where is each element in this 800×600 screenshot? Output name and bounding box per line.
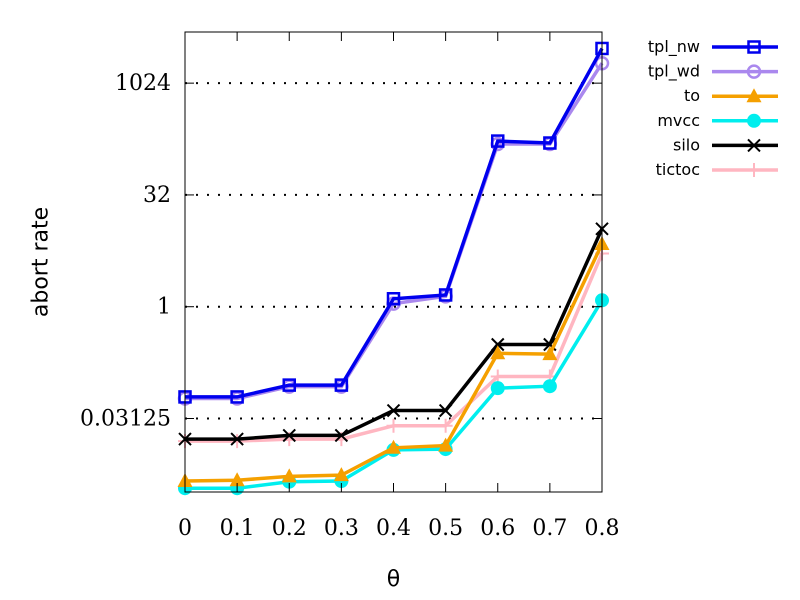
series-line — [185, 228, 604, 441]
point-square — [230, 390, 244, 404]
point-square — [334, 378, 349, 392]
point-square — [747, 40, 761, 54]
legend-item-silo: silo — [673, 135, 778, 154]
legend-item-tpl_nw: tpl_nw — [648, 37, 778, 57]
x-tick-label: 0.2 — [272, 516, 307, 541]
series-lines — [177, 41, 610, 496]
point-triangle — [438, 437, 454, 452]
point-x — [747, 138, 761, 153]
y-tick-label: 32 — [143, 183, 171, 208]
point-triangle — [746, 88, 762, 103]
legend-item-to: to — [684, 86, 778, 105]
series-tpl_nw — [178, 41, 609, 404]
x-tick-label: 0.6 — [480, 516, 515, 541]
point-dot — [490, 381, 505, 396]
point-dot — [747, 113, 761, 128]
point-square — [491, 134, 505, 148]
point-circle — [746, 64, 762, 79]
x-tick-label: 0.5 — [428, 516, 463, 541]
grid — [185, 82, 602, 420]
legend-label: tpl_wd — [648, 62, 700, 82]
legend-label: tictoc — [656, 160, 700, 179]
point-x — [282, 428, 296, 443]
legend-label: to — [684, 86, 700, 105]
point-plus — [438, 418, 453, 433]
x-tick-label: 0 — [178, 516, 192, 541]
point-triangle — [490, 345, 506, 360]
point-triangle — [333, 467, 349, 482]
x-tick-label: 0.7 — [532, 516, 567, 541]
legend-label: mvcc — [657, 111, 700, 130]
legend-item-tictoc: tictoc — [656, 160, 778, 179]
legend-item-mvcc: mvcc — [657, 111, 778, 130]
series-line — [185, 47, 604, 399]
point-square — [282, 378, 296, 392]
legend-label: tpl_nw — [648, 37, 700, 57]
point-dot — [542, 379, 557, 394]
series-to — [177, 235, 610, 488]
x-tick-label: 0.1 — [220, 516, 255, 541]
point-x — [334, 428, 349, 443]
series-line — [185, 252, 604, 443]
point-square — [386, 292, 401, 306]
axis-ticks: 0.03125 1 32 1024 0 0.1 0.2 0.3 0.4 0.5 0.6 0.7 0.8 — [80, 32, 620, 541]
point-square — [543, 136, 557, 150]
point-triangle — [542, 346, 558, 361]
x-tick-label: 0.8 — [585, 516, 620, 541]
series-silo — [178, 222, 609, 446]
point-triangle — [386, 439, 401, 454]
y-axis-label: abort rate — [29, 207, 54, 317]
x-axis-label: θ — [387, 567, 400, 592]
point-x — [386, 403, 401, 418]
point-plus — [490, 369, 505, 384]
point-square — [438, 288, 453, 302]
series-tictoc — [178, 246, 609, 449]
point-triangle — [229, 472, 245, 487]
point-x — [491, 337, 505, 352]
point-plus — [230, 434, 245, 449]
point-triangle — [281, 468, 297, 483]
y-tick-label: 1 — [157, 295, 171, 320]
legend-item-tpl_wd: tpl_wd — [648, 62, 778, 82]
legend-label: silo — [673, 135, 700, 154]
point-x — [438, 403, 453, 418]
point-plus — [747, 163, 761, 177]
x-tick-label: 0.4 — [376, 516, 411, 541]
point-plus — [386, 418, 401, 433]
point-x — [230, 432, 244, 446]
y-tick-label: 0.03125 — [80, 406, 171, 431]
x-tick-label: 0.3 — [324, 516, 359, 541]
series-line — [185, 62, 604, 401]
y-tick-label: 1024 — [115, 71, 171, 96]
